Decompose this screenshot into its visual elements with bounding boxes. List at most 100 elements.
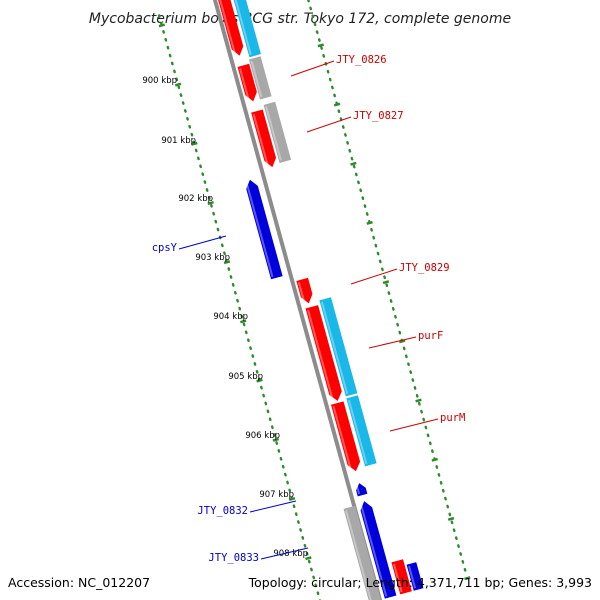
tick-mark bbox=[366, 220, 373, 225]
tick-mark bbox=[272, 437, 280, 442]
cds-reverse-feature-highlight bbox=[359, 503, 388, 597]
cds-feature-highlight bbox=[332, 405, 353, 471]
gray-feature-highlight bbox=[345, 510, 372, 600]
cds-reverse-feature bbox=[359, 501, 397, 599]
gene-label-leader bbox=[290, 60, 335, 77]
tick-label: 900 kbp bbox=[142, 76, 177, 86]
feature-track bbox=[215, 0, 424, 600]
cds-feature-shape bbox=[391, 559, 412, 595]
gray-feature bbox=[343, 505, 381, 600]
cds-reverse-feature-highlight bbox=[355, 485, 361, 495]
cds-feature-shape bbox=[296, 277, 313, 304]
cds-feature-shape bbox=[237, 63, 257, 102]
cds-feature-highlight bbox=[252, 113, 269, 167]
tick-mark bbox=[240, 319, 247, 324]
gene-label: JTY_0832 bbox=[197, 505, 248, 517]
cds-feature bbox=[391, 559, 412, 595]
gene-label-leader bbox=[368, 336, 417, 349]
rna-feature-shape bbox=[229, 0, 261, 58]
tick-mark bbox=[191, 141, 198, 146]
tick-mark bbox=[464, 576, 471, 581]
tick-mark bbox=[317, 43, 325, 48]
tick-label: 904 kbp bbox=[213, 312, 248, 322]
map-title: Mycobacterium bovis BCG str. Tokyo 172, … bbox=[89, 11, 511, 27]
cds-feature-shape bbox=[330, 401, 361, 472]
rna-feature-shape bbox=[346, 395, 377, 467]
gray-feature-shape bbox=[248, 56, 272, 100]
tick-mark bbox=[333, 102, 341, 107]
gene-label-leader bbox=[178, 235, 227, 250]
gene-label: JTY_0826 bbox=[336, 54, 387, 66]
left-tick-ruler bbox=[157, 14, 322, 600]
gene-label-leader bbox=[260, 547, 309, 560]
rna-feature-highlight bbox=[347, 399, 368, 465]
gray-feature bbox=[248, 56, 272, 100]
gene-label: JTY_0829 bbox=[399, 262, 450, 274]
rna-feature-highlight bbox=[320, 301, 349, 395]
cds-feature bbox=[237, 63, 257, 102]
tick-mark bbox=[398, 339, 406, 344]
cds-reverse-feature-highlight bbox=[245, 182, 274, 278]
cds-reverse-feature-shape bbox=[406, 562, 424, 591]
gray-feature-highlight bbox=[250, 60, 263, 98]
gene-label-leader bbox=[306, 116, 352, 133]
tick-label: 901 kbp bbox=[161, 136, 196, 146]
cds-feature bbox=[305, 305, 342, 401]
tick-label: 908 kbp bbox=[273, 549, 308, 559]
tick-mark bbox=[447, 516, 455, 521]
cds-reverse-feature-shape bbox=[356, 483, 368, 497]
tick-mark bbox=[288, 496, 296, 501]
gene-label: purF bbox=[418, 330, 443, 342]
rna-feature bbox=[319, 297, 358, 397]
gray-feature-shape bbox=[343, 505, 381, 600]
tick-label: 905 kbp bbox=[228, 372, 263, 382]
gene-label-leader bbox=[249, 500, 297, 513]
cds-reverse-feature bbox=[245, 179, 283, 280]
genome-backbone bbox=[212, 0, 383, 600]
cds-reverse-feature-highlight bbox=[408, 565, 417, 589]
gene-label-leader bbox=[350, 268, 398, 285]
gene-label: JTY_0833 bbox=[208, 552, 259, 564]
rna-feature-highlight bbox=[231, 0, 252, 56]
cds-feature-highlight bbox=[307, 309, 334, 401]
gene-label: cpsY bbox=[152, 242, 178, 254]
tick-mark bbox=[382, 280, 390, 285]
cds-feature-shape bbox=[215, 0, 244, 56]
tick-mark bbox=[158, 23, 166, 28]
right-tick-ruler bbox=[307, 0, 468, 578]
backbone-line bbox=[212, 0, 383, 600]
cds-reverse-feature bbox=[355, 483, 368, 497]
cds-feature-shape bbox=[305, 305, 342, 401]
tick-mark bbox=[174, 82, 182, 87]
tick-label: 902 kbp bbox=[178, 194, 213, 204]
tick-mark bbox=[207, 200, 214, 205]
cds-reverse-feature-shape bbox=[360, 501, 397, 599]
gray-feature bbox=[263, 101, 292, 163]
gene-label: JTY_0827 bbox=[353, 110, 404, 122]
rna-feature bbox=[346, 395, 377, 467]
tick-mark bbox=[431, 457, 438, 462]
tick-label: 906 kbp bbox=[245, 431, 280, 441]
genome-summary-text: Topology: circular; Length: 4,371,711 bp… bbox=[248, 575, 592, 590]
gene-label: purM bbox=[440, 412, 465, 424]
cds-feature-shape bbox=[251, 109, 277, 168]
cds-reverse-feature bbox=[406, 562, 424, 591]
gene-label-leader bbox=[389, 418, 439, 432]
gene-labels: JTY_0826 JTY_0827 cpsY JTY_0829 purF purM JTY_… bbox=[152, 54, 466, 564]
tick-mark bbox=[223, 260, 231, 265]
tick-mark bbox=[256, 378, 263, 383]
rna-feature bbox=[229, 0, 261, 58]
tick-label: 907 kbp bbox=[259, 490, 294, 500]
accession-text: Accession: NC_012207 bbox=[8, 575, 150, 590]
gray-feature-shape bbox=[263, 101, 292, 163]
cds-feature bbox=[215, 0, 244, 56]
tick-ruler: 900 kbp 901 kbp 902 kbp 903 kbp 904 kbp 905 k… bbox=[142, 0, 471, 600]
cds-feature-highlight bbox=[216, 0, 237, 56]
tick-mark bbox=[305, 556, 312, 561]
cds-feature-highlight bbox=[239, 68, 250, 101]
cds-feature bbox=[251, 109, 277, 168]
cds-feature bbox=[296, 277, 313, 304]
cds-feature bbox=[330, 401, 361, 472]
rna-feature-shape bbox=[319, 297, 358, 397]
